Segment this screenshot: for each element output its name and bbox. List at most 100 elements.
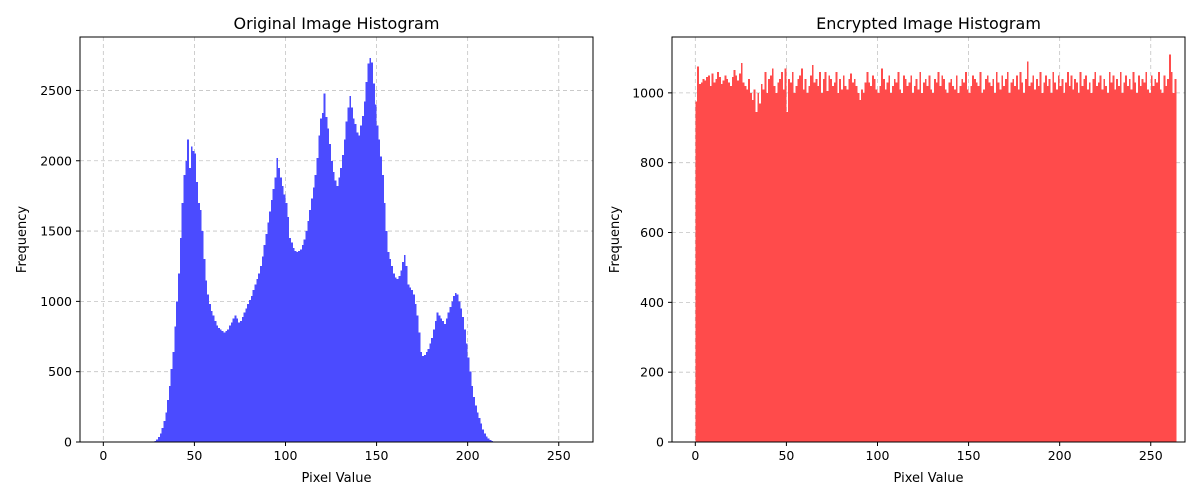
histogram-bar [168, 385, 171, 442]
histogram-bar [875, 89, 878, 442]
histogram-bar [454, 292, 457, 442]
histogram-bar [1161, 92, 1164, 443]
histogram-bar [720, 84, 723, 443]
histogram-bar [396, 278, 399, 442]
histogram-bar [358, 135, 361, 442]
histogram-bar [837, 92, 840, 443]
histogram-bar [970, 85, 973, 443]
histogram-bar [990, 85, 993, 443]
histogram-bar [1081, 85, 1084, 443]
histogram-bar [1052, 71, 1055, 443]
histogram-bar [917, 89, 920, 442]
histogram-bar [742, 82, 745, 442]
histogram-bar [737, 80, 740, 442]
histogram-bar [711, 73, 714, 442]
histogram-bar [715, 78, 718, 443]
histogram-bar [312, 187, 315, 442]
histogram-bar [984, 78, 987, 443]
histogram-bar [1125, 75, 1128, 442]
histogram-bar [458, 301, 461, 442]
histogram-bar [954, 89, 956, 442]
histogram-bar [1094, 71, 1097, 443]
histogram-bar [1168, 54, 1171, 442]
histogram-bar [474, 405, 477, 442]
histogram-bar [1163, 75, 1166, 442]
histogram-bar [1077, 92, 1080, 443]
histogram-bar [456, 294, 459, 442]
histogram-bar [1019, 71, 1022, 443]
histogram-bar [735, 75, 738, 442]
histogram-bar [698, 84, 701, 443]
histogram-bar [1136, 92, 1138, 443]
histogram-bar [1063, 92, 1066, 443]
histogram-bar [422, 356, 424, 442]
histogram-bar [196, 181, 199, 442]
histogram-bar [400, 270, 403, 442]
histogram-bar [851, 82, 854, 442]
histogram-bar [1174, 78, 1177, 443]
histogram-bar [1014, 85, 1016, 443]
y-tick-label: 1000 [632, 85, 664, 100]
histogram-bar [972, 75, 975, 442]
histogram-bar [926, 85, 929, 443]
histogram-bar [464, 329, 466, 442]
x-tick-label: 150 [365, 448, 389, 463]
histogram-bar [1121, 92, 1124, 443]
histogram-bar [868, 82, 871, 442]
histogram-bar [861, 89, 863, 442]
histogram-bar [946, 92, 949, 443]
histogram-bar [1096, 85, 1098, 443]
histogram-bar [378, 139, 381, 442]
histogram-bar [1028, 85, 1031, 443]
histogram-bar [365, 82, 368, 442]
histogram-bar [1141, 78, 1144, 443]
histogram-bar [966, 89, 969, 442]
histogram-bar [178, 273, 180, 442]
histogram-bar [341, 155, 344, 442]
histogram-bar [1008, 92, 1011, 443]
histogram-bar [888, 75, 891, 442]
histogram-bar [420, 352, 423, 442]
x-tick-label: 50 [186, 448, 202, 463]
histogram-bar [768, 78, 771, 443]
histogram-bar [214, 321, 217, 442]
histogram-bar [1021, 82, 1024, 442]
histogram-bar [1070, 75, 1073, 442]
histogram-bar [821, 92, 823, 443]
histogram-bar [1145, 71, 1148, 443]
histogram-bar [841, 89, 843, 442]
histogram-bar [394, 277, 397, 442]
histogram-bar [1039, 71, 1042, 443]
histogram-bar [957, 92, 960, 443]
chart-title-original: Original Image Histogram [234, 14, 440, 33]
histogram-bar [465, 343, 468, 442]
histogram-bar [287, 217, 290, 442]
histogram-bar [416, 315, 419, 442]
histogram-bar [238, 322, 240, 442]
histogram-bar [229, 325, 231, 442]
histogram-bar [1127, 85, 1129, 443]
ticks-encrypted: 0 50 100 150 200 250 0 200 400 600 800 1000 [632, 85, 1163, 463]
histogram-bar [398, 276, 401, 442]
histogram-bar [188, 167, 191, 442]
histogram-bar [899, 89, 902, 442]
histogram-bar [241, 316, 244, 442]
histogram-bar [252, 290, 255, 442]
histogram-bar [247, 304, 250, 442]
histogram-bar [1001, 75, 1004, 442]
histogram-bar [913, 85, 916, 443]
histogram-bar [1012, 78, 1015, 443]
histogram-bar [1003, 85, 1006, 443]
histogram-bar [904, 78, 907, 443]
histogram-bar [1116, 78, 1118, 443]
histogram-bar [1167, 78, 1169, 443]
histogram-bar [892, 85, 894, 443]
histogram-bar [977, 85, 980, 443]
histogram-bar [983, 89, 985, 442]
histogram-bar [1159, 89, 1162, 442]
histogram-bar [347, 107, 350, 442]
histogram-bar [176, 301, 179, 442]
histogram-bar [434, 321, 437, 442]
